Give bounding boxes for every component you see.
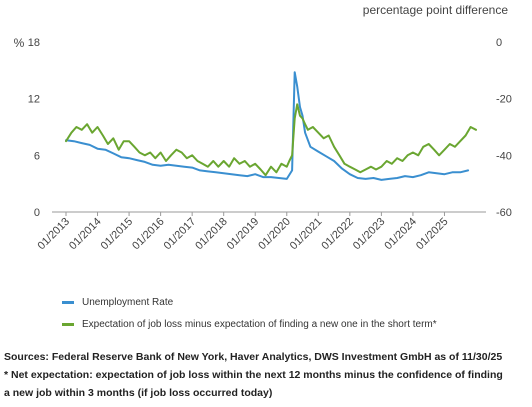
left-tick-label: 0	[34, 207, 40, 219]
legend-label-unemployment: Unemployment Rate	[82, 296, 174, 308]
legend-label-job-loss-expectation: Expectation of job loss minus expectatio…	[82, 318, 437, 330]
x-tick-label: 01/2016	[130, 216, 167, 253]
series-line-job-loss-expectation	[65, 103, 477, 177]
x-tick-label: 01/2025	[414, 216, 451, 253]
x-tick-label: 01/2022	[319, 216, 356, 253]
right-tick-label: 0	[496, 37, 502, 49]
right-tick-label: -60	[496, 207, 512, 219]
legend-swatch-blue	[62, 300, 74, 304]
legend-swatch-green	[62, 322, 74, 326]
legend: Unemployment Rate Expectation of job los…	[62, 294, 437, 332]
x-tick-label: 01/2019	[225, 216, 262, 253]
footnote-line-1: * Net expectation: expectation of job lo…	[4, 369, 503, 381]
right-axis-title: percentage point difference	[363, 3, 509, 17]
series-layer	[65, 71, 477, 181]
x-tick-label: 01/2014	[67, 216, 104, 253]
right-tick-label: -40	[496, 150, 512, 162]
x-tick-label: 01/2023	[351, 216, 388, 253]
x-tick-label: 01/2024	[382, 216, 419, 253]
left-axis-ticks: 0 6 12 18	[28, 37, 40, 219]
x-tick-label: 01/2018	[193, 216, 230, 253]
series-line-unemployment-rate	[65, 71, 470, 181]
x-tick-label: 01/2013	[36, 216, 73, 253]
x-tick-label: 01/2020	[256, 216, 293, 253]
left-tick-label: 12	[28, 94, 40, 106]
left-tick-label: 18	[28, 37, 40, 49]
notes: Sources: Federal Reserve Bank of New Yor…	[4, 348, 528, 402]
x-axis-ticks: 01/201301/201401/201501/201601/201701/20…	[36, 212, 451, 252]
legend-item-unemployment: Unemployment Rate	[62, 294, 437, 310]
left-axis-unit: %	[14, 36, 25, 50]
chart-area: percentage point difference % 0 6 12 18 -60…	[14, 3, 512, 252]
footnote-line-2: a new job within 3 months (if job loss o…	[4, 387, 273, 399]
x-tick-label: 01/2021	[288, 216, 325, 253]
right-tick-label: -20	[496, 94, 512, 106]
legend-item-job-loss-expectation: Expectation of job loss minus expectatio…	[62, 316, 437, 332]
right-axis-ticks: -60 -40 -20 0	[496, 37, 512, 219]
x-tick-label: 01/2017	[162, 216, 199, 253]
sources-text: Sources: Federal Reserve Bank of New Yor…	[4, 351, 503, 363]
left-tick-label: 6	[34, 150, 40, 162]
x-tick-label: 01/2015	[99, 216, 136, 253]
